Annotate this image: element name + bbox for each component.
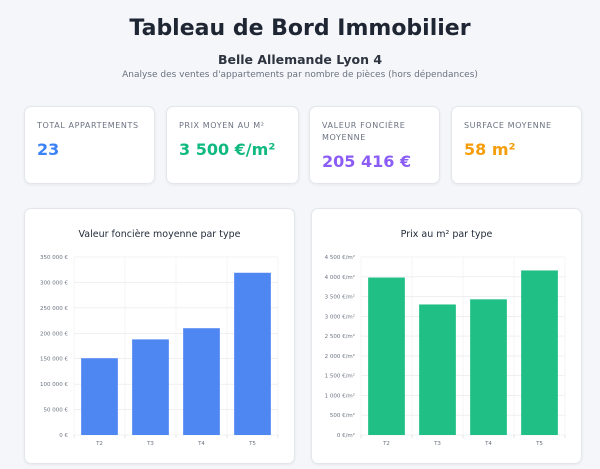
bar-t3 xyxy=(419,304,456,435)
kpi-label: SURFACE MOYENNE xyxy=(464,121,552,130)
bar-chart-property-value: 0 € 50 000 € 100 000 € 150 000 € 200 000 € 25… xyxy=(40,255,279,447)
y-tick-label: 2 500 €/m² xyxy=(325,333,355,340)
page-title: Tableau de Bord Immobilier xyxy=(129,16,471,41)
x-tick-label: T2 xyxy=(95,441,103,447)
kpi-value: 58 m² xyxy=(464,140,516,159)
kpi-card-average-price-per-sqm: PRIX MOYEN AU M² 3 500 €/m² xyxy=(166,106,299,184)
y-tick-label: 4 000 €/m² xyxy=(325,274,355,281)
kpi-card-average-property-value: VALEUR FONCIÈRE MOYENNE 205 416 € xyxy=(309,106,440,184)
bar-t2 xyxy=(81,358,118,435)
x-tick-label: T4 xyxy=(484,441,492,447)
kpi-label: PRIX MOYEN AU M² xyxy=(179,121,265,130)
y-tick-label: 0 € xyxy=(59,433,68,439)
kpi-label: TOTAL APPARTEMENTS xyxy=(37,121,139,130)
bar-t3 xyxy=(132,339,169,435)
chart-title: Prix au m² par type xyxy=(400,229,493,240)
kpi-label: VALEUR FONCIÈRE MOYENNE xyxy=(322,121,406,142)
y-tick-label: 250 000 € xyxy=(40,306,68,312)
y-tick-label: 200 000 € xyxy=(40,331,68,337)
x-tick-label: T5 xyxy=(248,441,256,447)
y-tick-label: 1 500 €/m² xyxy=(325,373,355,380)
page-description: Analyse des ventes d'appartements par no… xyxy=(122,70,478,80)
x-tick-label: T2 xyxy=(382,441,390,447)
bar-chart-price-per-sqm: 0 €/m² 500 €/m² 1 000 €/m² 1 500 €/m² 2 000 … xyxy=(325,254,566,447)
y-tick-label: 500 €/m² xyxy=(330,412,355,419)
x-tick-label: T3 xyxy=(433,441,441,447)
y-tick-label: 1 000 €/m² xyxy=(325,392,355,399)
y-tick-label: 300 000 € xyxy=(40,280,68,286)
bar-t4 xyxy=(470,299,507,435)
chart-title: Valeur foncière moyenne par type xyxy=(78,229,241,240)
bar-t4 xyxy=(183,328,220,435)
y-tick-label: 3 000 €/m² xyxy=(325,313,355,320)
y-tick-label: 2 000 €/m² xyxy=(325,353,355,360)
kpi-card-average-surface: SURFACE MOYENNE 58 m² xyxy=(451,106,582,184)
kpi-value: 23 xyxy=(37,140,60,159)
bar-t5 xyxy=(521,270,558,435)
chart-card-price-per-sqm: Prix au m² par type 0 €/m² 500 €/m² 1 000 … xyxy=(311,208,582,464)
x-tick-label: T4 xyxy=(197,441,205,447)
bar-t5 xyxy=(234,272,271,435)
page-subtitle: Belle Allemande Lyon 4 xyxy=(217,52,383,67)
y-tick-label: 350 000 € xyxy=(40,255,68,261)
y-tick-label: 4 500 €/m² xyxy=(325,254,355,261)
y-tick-label: 50 000 € xyxy=(44,408,69,414)
kpi-value: 3 500 €/m² xyxy=(179,140,276,159)
y-tick-label: 0 €/m² xyxy=(337,432,355,439)
y-tick-label: 3 500 €/m² xyxy=(325,294,355,301)
chart-card-property-value: Valeur foncière moyenne par type 0 € 50 0… xyxy=(24,208,295,464)
bar-t2 xyxy=(368,277,405,435)
x-tick-label: T3 xyxy=(146,441,154,447)
y-tick-label: 150 000 € xyxy=(40,357,68,363)
x-tick-label: T5 xyxy=(535,441,543,447)
kpi-value: 205 416 € xyxy=(322,152,412,171)
kpi-card-total-apartments: TOTAL APPARTEMENTS 23 xyxy=(24,106,155,184)
y-tick-label: 100 000 € xyxy=(40,382,68,388)
